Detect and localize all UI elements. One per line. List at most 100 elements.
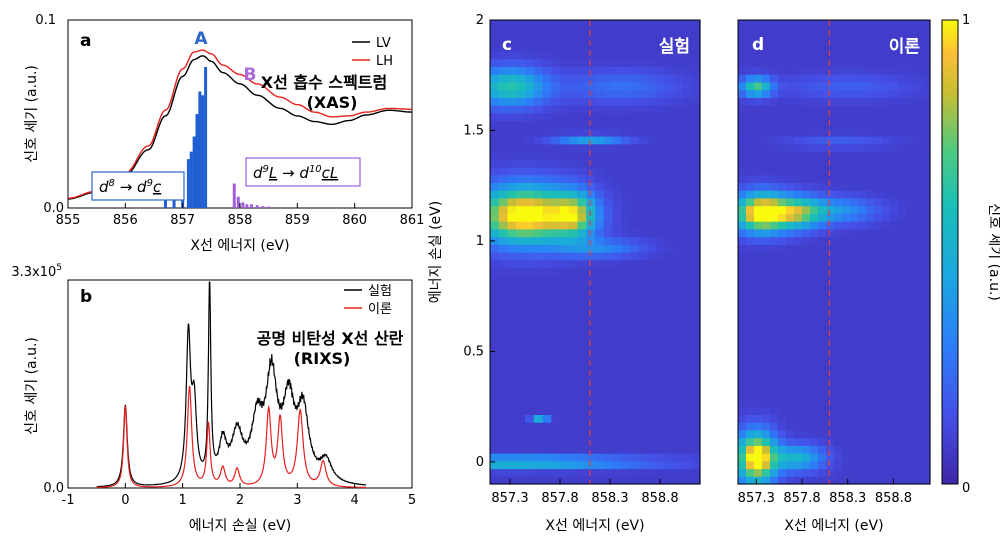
panel-d-cell [762,391,771,400]
panel-d-cell [898,368,907,377]
panel-c-cell [551,252,561,261]
panel-d-cell [890,35,899,44]
panel-d-cell [882,97,891,106]
panel-d-cell [826,74,835,83]
panel-c-cell [560,159,570,168]
panel-d-cell [914,228,923,238]
panel-c-cell [533,282,544,292]
panel-d-cell [802,213,811,222]
panel-c-cell [595,221,605,230]
panel-c-cell [612,252,622,261]
panel-c-cell [507,313,517,323]
panel-d-cell [754,97,763,106]
panel-d-cell [762,429,771,439]
panel-c-cell [665,43,675,52]
panel-d-cell [802,128,811,137]
panel-c-cell [638,236,649,245]
panel-c-cell [560,259,570,269]
panel-c-cell [673,460,684,470]
panel-d-cell [906,74,915,83]
panel-c-cell [638,66,649,75]
panel-d-cell [922,437,931,446]
panel-d-cell [826,460,835,470]
panel-d-cell [762,282,771,292]
panel-c-cell [595,468,605,477]
panel-d-corner-label: 이론 [889,37,921,57]
panel-c-cell [560,27,570,37]
panel-c-cell [673,298,684,307]
panel-d-cell [834,313,843,323]
panel-d-cell [818,429,827,439]
panel-d-cell [850,375,859,385]
panel-c-cell [603,159,614,168]
panel-c-cell [603,244,614,253]
panel-d-cell [818,35,827,44]
panel-c-cell [586,27,596,37]
panel-d-cell [778,228,787,238]
panel-d-cell [906,27,915,37]
panel-c-cell [542,252,552,261]
panel-d-cell [858,267,867,276]
panel-d-cell [850,97,859,106]
panel-c-cell [516,453,526,462]
panel-c-cell [630,368,640,377]
panel-d-cell [906,159,915,168]
panel-c-cell [490,74,500,83]
panel-d-cell [874,182,883,191]
panel-c-cell [630,422,640,431]
panel-c-cell [630,236,640,245]
panel-d-cell [858,352,867,361]
panel-c-cell [595,105,605,114]
panel-c-cell [533,329,544,338]
panel-c-cell [551,321,561,330]
panel-c-cell [638,383,649,392]
panel-c-cell [577,213,587,222]
panel-c-cell [612,97,622,106]
panel-d-cell [898,252,907,261]
panel-c-cell [577,50,587,60]
panel-d-cell [818,368,827,377]
panel-d-cell [890,112,899,122]
panel-d-cell [866,298,875,307]
panel-c-cell [612,468,622,477]
panel-d-cell [746,375,755,385]
panel-d-cell [786,205,795,214]
panel-c-cell [490,166,500,176]
panel-c-cell [525,313,535,323]
panel-d-cell [898,97,907,106]
panel-d-cell [866,476,875,485]
panel-d-x-tick-label: 858.3 [829,491,866,506]
panel-d-cell [770,259,779,269]
panel-c-cell [603,74,614,83]
panel-c-cell [630,35,640,44]
panel-d-cell [818,151,827,160]
panel-c-cell [498,197,509,207]
panel-c-cell [630,97,640,106]
panel-c-cell [507,50,517,60]
panel-d-cell [738,337,747,346]
panel-d-cell [890,97,899,106]
panel-d-cell [738,321,747,330]
panel-c-cell [560,329,570,338]
panel-d-cell [810,112,819,122]
panel-d-cell [834,81,843,91]
panel-c-cell [630,259,640,269]
panel-c-cell [525,321,535,330]
panel-c-cell [525,252,535,261]
panel-d-cell [834,182,843,191]
panel-d-cell [914,414,923,423]
panel-d-cell [890,360,899,369]
panel-c-cell [490,136,500,145]
panel-d-cell [834,228,843,238]
panel-c-cell [516,429,526,439]
panel-c-cell [560,143,570,153]
panel-c-cell [682,81,692,91]
panel-c-cell [586,360,596,369]
panel-d-cell [922,50,931,60]
panel-c-cell [498,136,509,145]
panel-c-cell [603,468,614,477]
panel-c-cell [516,337,526,346]
panel-d-cell [834,344,843,354]
panel-d-cell [842,58,851,67]
